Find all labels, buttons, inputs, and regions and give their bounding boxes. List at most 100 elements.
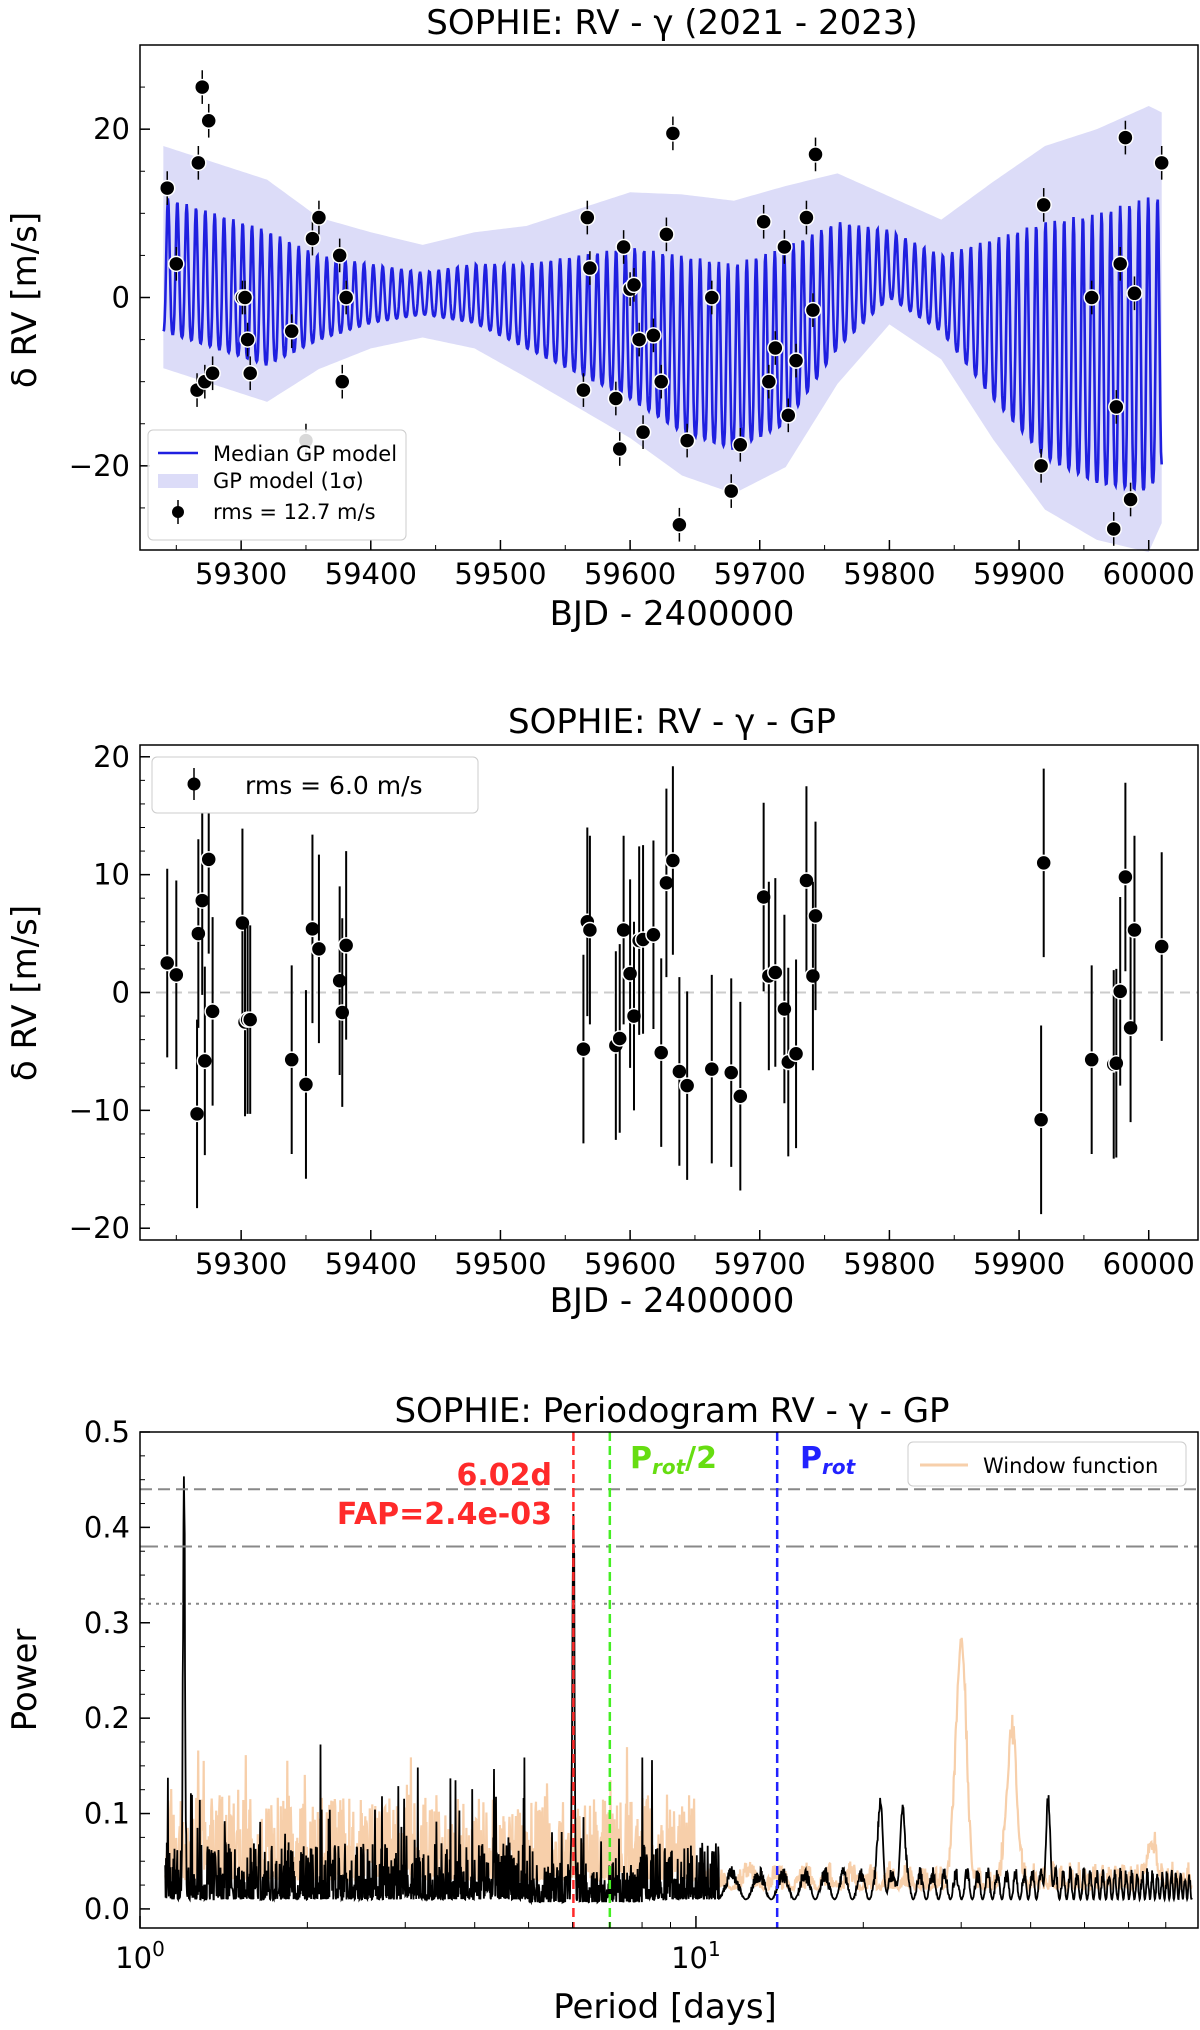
- panel2-ylabel: δ RV [m/s]: [5, 905, 45, 1081]
- panel-gp-model: SOPHIE: RV - γ (2021 - 2023) 59300 59400 5…: [5, 3, 1199, 634]
- rv-point: [158, 179, 176, 197]
- x-tick-label: 59600: [584, 1247, 676, 1281]
- panel3-title: SOPHIE: Periodogram RV - γ - GP: [394, 1391, 949, 1431]
- x-tick-label: 59400: [325, 1247, 417, 1281]
- rv-point: [239, 331, 256, 348]
- peak-period-label: 6.02d: [457, 1458, 553, 1493]
- x-tick-label: 59800: [843, 557, 935, 591]
- rv-point: [236, 289, 254, 306]
- rv-point: [625, 276, 643, 294]
- rv-point: [804, 301, 822, 319]
- gp-band-1sigma: [163, 106, 1162, 553]
- residual-point: [310, 940, 328, 958]
- panel2-legend: rms = 6.0 m/s: [151, 756, 479, 814]
- window-function-layer: [164, 1637, 1193, 1894]
- rv-point: [1111, 255, 1129, 273]
- residual-point: [334, 1004, 351, 1021]
- rv-point: [634, 423, 652, 441]
- residual-point: [297, 1076, 315, 1093]
- rv-point: [760, 373, 778, 390]
- y-tick-label: 20: [93, 112, 130, 146]
- gp-band-layer: [163, 106, 1162, 553]
- residual-point: [331, 972, 348, 989]
- residual-point: [621, 965, 639, 982]
- rv-point: [658, 226, 675, 243]
- rv-point: [767, 339, 784, 357]
- residual-point: [625, 1007, 643, 1025]
- rv-point: [703, 289, 721, 306]
- residual-point: [722, 1064, 740, 1081]
- panel2-title: SOPHIE: RV - γ - GP: [508, 702, 836, 742]
- rv-point: [193, 78, 211, 96]
- rv-point: [1083, 289, 1100, 306]
- rv-points-layer: [158, 70, 1170, 546]
- residual-point: [304, 920, 321, 938]
- panel1-ylabel: δ RV [m/s]: [5, 212, 45, 388]
- residual-point: [190, 925, 207, 942]
- residual-point: [678, 1077, 696, 1094]
- residual-point: [1111, 983, 1129, 1000]
- x-tick-label: 59900: [973, 1247, 1065, 1281]
- panel1-xlabel: BJD - 2400000: [550, 594, 795, 634]
- residual-point: [807, 907, 824, 925]
- rv-point: [1105, 520, 1122, 538]
- rv-point: [755, 213, 772, 230]
- panel3-ticks: 100 101 0.0 0.1 0.2 0.3 0.4 0.5: [84, 1415, 1167, 1975]
- y-tick-label: −10: [69, 1093, 130, 1127]
- fap-levels-layer: [140, 1488, 1198, 1605]
- residual-point: [776, 1000, 793, 1018]
- x-tick-label: 59500: [454, 1247, 546, 1281]
- panel3-legend: Window function: [907, 1441, 1187, 1487]
- x-tick-label: 59300: [195, 1247, 287, 1281]
- periodogram-curve: [164, 1476, 1193, 1906]
- x-tick-label: 100: [115, 1937, 165, 1975]
- rv-point: [1035, 196, 1052, 214]
- x-tick-label: 59500: [454, 557, 546, 591]
- gp-median-curve: [162, 197, 1163, 492]
- rv-point: [200, 112, 217, 129]
- residual-point: [703, 1060, 721, 1078]
- residual-point: [767, 964, 784, 981]
- residual-point: [755, 888, 772, 906]
- rv-point: [678, 432, 696, 449]
- residual-point: [581, 921, 599, 939]
- residual-point: [1035, 854, 1052, 872]
- x-tick-label: 59900: [973, 557, 1065, 591]
- prot-label: Prot: [800, 1441, 857, 1479]
- rv-point: [190, 154, 207, 172]
- x-tick-label: 59600: [584, 557, 676, 591]
- rv-point: [776, 238, 793, 256]
- rv-point: [607, 390, 625, 407]
- x-tick-label: 59700: [714, 1247, 806, 1281]
- x-tick-label: 59700: [714, 557, 806, 591]
- residual-point: [200, 851, 217, 868]
- rv-point: [645, 327, 662, 344]
- residual-point: [158, 954, 176, 972]
- residual-point: [1083, 1051, 1100, 1068]
- y-tick-label: 10: [93, 858, 130, 892]
- residual-point: [652, 1044, 670, 1061]
- rv-point: [722, 482, 740, 500]
- rv-point: [807, 146, 824, 163]
- rv-point: [337, 289, 355, 306]
- y-tick-label: 0.2: [84, 1701, 130, 1735]
- fap-label: FAP=2.4e-03: [337, 1497, 552, 1532]
- residual-point: [615, 921, 632, 939]
- window-function-curve: [164, 1637, 1193, 1894]
- y-tick-label: 0.5: [84, 1415, 130, 1449]
- rv-point: [1117, 129, 1134, 146]
- residual-point: [611, 1030, 628, 1047]
- legend-rms: rms = 6.0 m/s: [245, 771, 423, 800]
- y-tick-label: 0.3: [84, 1606, 130, 1640]
- rv-point: [671, 516, 688, 533]
- rv-point: [1126, 285, 1143, 302]
- rv-point: [331, 247, 348, 264]
- rv-point: [1032, 457, 1050, 475]
- rv-point: [664, 125, 682, 142]
- legend-band: GP model (1σ): [213, 469, 364, 493]
- legend-median: Median GP model: [213, 442, 397, 466]
- panel-periodogram: SOPHIE: Periodogram RV - γ - GP 100 101 0.…: [5, 1391, 1199, 2027]
- rv-point: [241, 365, 259, 382]
- rv-point: [581, 259, 599, 277]
- rv-point: [798, 209, 815, 226]
